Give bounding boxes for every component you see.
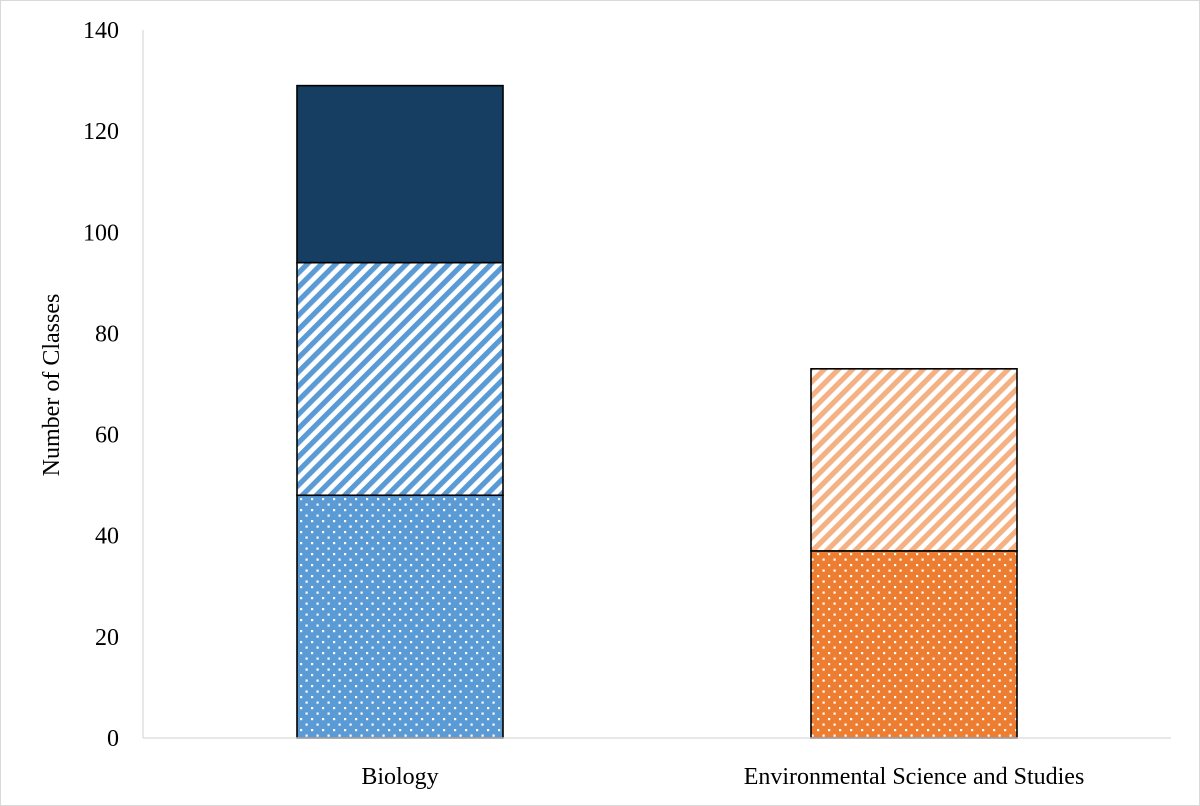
y-tick-label: 20 — [95, 625, 119, 651]
bar-segment — [296, 84, 504, 264]
y-axis-title: Number of Classes — [39, 294, 65, 477]
bar-segment — [810, 550, 1018, 739]
y-tick-label: 120 — [83, 119, 119, 145]
bar-segment — [296, 261, 504, 497]
y-tick-label: 60 — [95, 423, 119, 449]
y-tick-label: 40 — [95, 524, 119, 550]
x-category-label: Environmental Science and Studies — [744, 764, 1085, 790]
x-category-label: Biology — [361, 764, 438, 790]
y-tick-label: 0 — [107, 726, 119, 752]
y-tick-label: 140 — [83, 18, 119, 44]
y-tick-label: 100 — [83, 220, 119, 246]
y-tick-label: 80 — [95, 321, 119, 347]
y-axis: 0 20 40 60 80 100 120 140 — [83, 18, 144, 752]
bar-segment — [296, 494, 504, 739]
bars — [296, 84, 1018, 739]
bar-segment — [810, 368, 1018, 552]
x-axis: Biology Environmental Science and Studies — [143, 737, 1171, 790]
